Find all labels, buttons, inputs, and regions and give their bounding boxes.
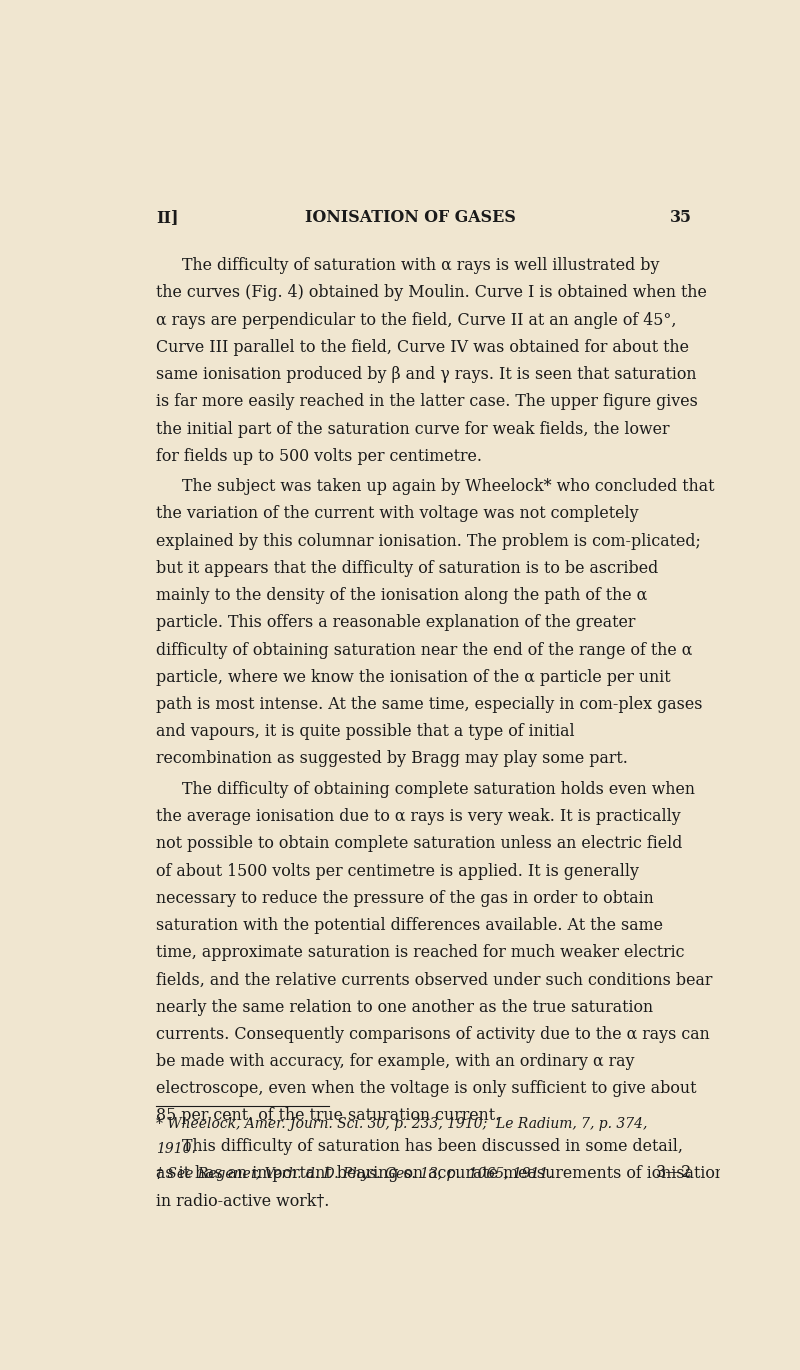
Text: mainly to the density of the ionisation along the path of the α: mainly to the density of the ionisation … — [156, 588, 647, 604]
Text: recombination as suggested by Bragg may play some part.: recombination as suggested by Bragg may … — [156, 751, 628, 767]
Text: not possible to obtain complete saturation unless an electric field: not possible to obtain complete saturati… — [156, 836, 682, 852]
Text: and vapours, it is quite possible that a type of initial: and vapours, it is quite possible that a… — [156, 723, 574, 740]
Text: particle, where we know the ionisation of the α particle per unit: particle, where we know the ionisation o… — [156, 669, 670, 686]
Text: in radio-active work†.: in radio-active work†. — [156, 1192, 329, 1210]
Text: saturation with the potential differences available. At the same: saturation with the potential difference… — [156, 917, 662, 934]
Text: α rays are perpendicular to the field, Curve II at an angle of 45°,: α rays are perpendicular to the field, C… — [156, 311, 676, 329]
Text: The difficulty of obtaining complete saturation holds even when: The difficulty of obtaining complete sat… — [182, 781, 695, 797]
Text: IONISATION OF GASES: IONISATION OF GASES — [305, 208, 515, 226]
Text: The subject was taken up again by Wheelock* who concluded that: The subject was taken up again by Wheelo… — [182, 478, 714, 495]
Text: for fields up to 500 volts per centimetre.: for fields up to 500 volts per centimetr… — [156, 448, 482, 464]
Text: † See Regener, Verh. d. D. Phys. Ges. 13, p.  1065, 1911.: † See Regener, Verh. d. D. Phys. Ges. 13… — [156, 1167, 553, 1181]
Text: electroscope, even when the voltage is only sufficient to give about: electroscope, even when the voltage is o… — [156, 1081, 696, 1097]
Text: is far more easily reached in the latter case. The upper figure gives: is far more easily reached in the latter… — [156, 393, 698, 410]
Text: path is most intense. At the same time, especially in com­plex gases: path is most intense. At the same time, … — [156, 696, 702, 712]
Text: of about 1500 volts per centimetre is applied. It is generally: of about 1500 volts per centimetre is ap… — [156, 863, 638, 880]
Text: the curves (Fig. 4) obtained by Moulin. Curve I is obtained when the: the curves (Fig. 4) obtained by Moulin. … — [156, 285, 706, 301]
Text: the initial part of the saturation curve for weak fields, the lower: the initial part of the saturation curve… — [156, 421, 670, 437]
Text: 1910.: 1910. — [156, 1143, 196, 1156]
Text: nearly the same relation to one another as the true saturation: nearly the same relation to one another … — [156, 999, 653, 1015]
Text: 3—2: 3—2 — [656, 1164, 692, 1181]
Text: * Wheelock, Amer. Journ. Sci. 30, p. 233, 1910;  Le Radium, 7, p. 374,: * Wheelock, Amer. Journ. Sci. 30, p. 233… — [156, 1117, 647, 1132]
Text: but it appears that the difficulty of saturation is to be ascribed: but it appears that the difficulty of sa… — [156, 560, 658, 577]
Text: difficulty of obtaining saturation near the end of the range of the α: difficulty of obtaining saturation near … — [156, 641, 692, 659]
Text: II]: II] — [156, 208, 178, 226]
Text: necessary to reduce the pressure of the gas in order to obtain: necessary to reduce the pressure of the … — [156, 889, 654, 907]
Text: This difficulty of saturation has been discussed in some detail,: This difficulty of saturation has been d… — [182, 1138, 683, 1155]
Text: be made with accuracy, for example, with an ordinary α ray: be made with accuracy, for example, with… — [156, 1054, 634, 1070]
Text: fields, and the relative currents observed under such conditions bear: fields, and the relative currents observ… — [156, 971, 712, 988]
Text: time, approximate saturation is reached for much weaker electric: time, approximate saturation is reached … — [156, 944, 684, 962]
Text: as it has an important bearing on accurate measurements of ionisation: as it has an important bearing on accura… — [156, 1164, 725, 1182]
Text: Curve III parallel to the field, Curve IV was obtained for about the: Curve III parallel to the field, Curve I… — [156, 338, 689, 356]
Text: explained by this columnar ionisation. The problem is com­plicated;: explained by this columnar ionisation. T… — [156, 533, 701, 549]
Text: currents. Consequently comparisons of activity due to the α rays can: currents. Consequently comparisons of ac… — [156, 1026, 710, 1043]
Text: the average ionisation due to α rays is very weak. It is practically: the average ionisation due to α rays is … — [156, 808, 681, 825]
Text: 35: 35 — [670, 208, 692, 226]
Text: the variation of the current with voltage was not completely: the variation of the current with voltag… — [156, 506, 638, 522]
Text: particle. This offers a reasonable explanation of the greater: particle. This offers a reasonable expla… — [156, 614, 635, 632]
Text: 85 per cent. of the true saturation current.: 85 per cent. of the true saturation curr… — [156, 1107, 500, 1125]
Text: The difficulty of saturation with α rays is well illustrated by: The difficulty of saturation with α rays… — [182, 258, 659, 274]
Text: same ionisation produced by β and γ rays. It is seen that saturation: same ionisation produced by β and γ rays… — [156, 366, 696, 384]
